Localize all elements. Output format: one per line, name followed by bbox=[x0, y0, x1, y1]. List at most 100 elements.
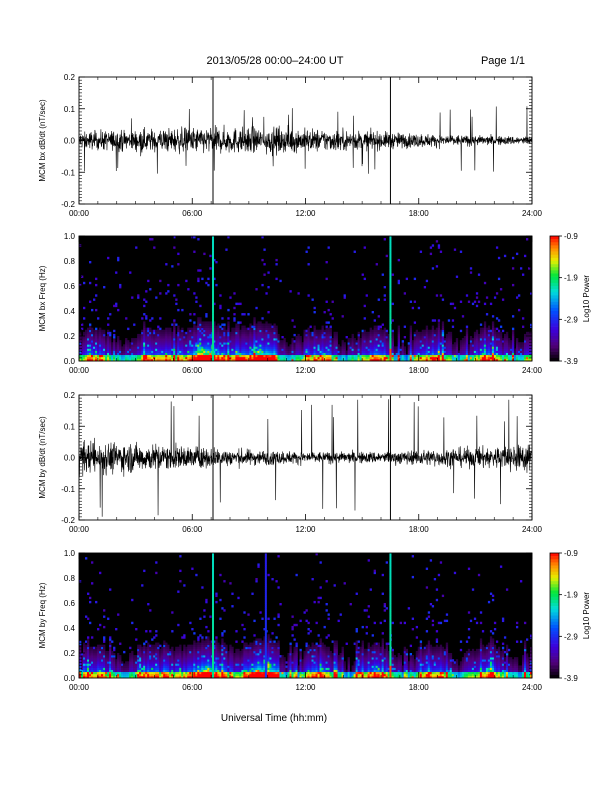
event-stripe bbox=[212, 306, 215, 310]
spectrogram-cell bbox=[301, 344, 304, 347]
spectrogram-cell bbox=[293, 342, 296, 345]
spectrogram-cell bbox=[187, 327, 190, 331]
event-stripe bbox=[389, 246, 392, 249]
spectrogram-cell bbox=[255, 342, 258, 345]
spectrogram-cell bbox=[311, 331, 314, 335]
spectrogram-cell bbox=[103, 673, 106, 677]
spectrogram-cell bbox=[207, 338, 210, 341]
spectrogram-cell bbox=[451, 302, 455, 306]
spectrogram-cell bbox=[431, 325, 435, 328]
event-stripe bbox=[212, 283, 215, 287]
spectrogram-cell bbox=[519, 267, 523, 270]
spectrogram-cell bbox=[157, 350, 160, 353]
event-stripe bbox=[389, 346, 392, 349]
spectrogram-cell bbox=[87, 638, 90, 641]
spectrogram-cell bbox=[257, 321, 260, 324]
spectrogram-cell bbox=[115, 675, 118, 679]
spectrogram-cell bbox=[325, 321, 328, 324]
spectrogram-cell bbox=[107, 323, 110, 326]
spectrogram-cell bbox=[149, 646, 152, 650]
spectrogram-cell bbox=[311, 350, 314, 353]
spectrogram-cell bbox=[459, 348, 463, 351]
spectrogram-cell bbox=[245, 356, 248, 360]
spectrogram-cell bbox=[329, 336, 332, 339]
spectrogram-cell bbox=[483, 354, 487, 358]
event-stripe bbox=[212, 292, 215, 295]
spectrogram-cell bbox=[167, 346, 170, 349]
spectrogram-cell bbox=[183, 650, 186, 654]
spectrogram-cell bbox=[297, 356, 300, 360]
spectrogram-cell bbox=[407, 342, 411, 345]
spectrogram-cell bbox=[219, 327, 222, 331]
spectrogram-cell bbox=[193, 342, 196, 345]
spectrogram-cell bbox=[379, 354, 382, 358]
spectrogram-cell bbox=[221, 350, 224, 353]
spectrogram-cell bbox=[381, 338, 384, 341]
spectrogram-cell bbox=[381, 336, 384, 339]
spectrogram-cell bbox=[79, 358, 82, 362]
spectrogram-cell bbox=[503, 338, 507, 341]
spectrogram-cell bbox=[443, 356, 447, 360]
spectrogram-cell bbox=[145, 671, 148, 675]
spectrogram-cell bbox=[233, 344, 236, 347]
spectrogram-cell bbox=[139, 344, 142, 347]
spectrogram-cell bbox=[213, 336, 216, 339]
spectrogram-cell bbox=[321, 348, 324, 351]
spectrogram-cell bbox=[257, 348, 260, 351]
spectrogram-cell bbox=[387, 358, 390, 362]
spectrogram-cell bbox=[103, 669, 106, 673]
spectrogram-cell bbox=[255, 288, 258, 291]
spectrogram-cell bbox=[129, 669, 132, 673]
spectrogram-cell bbox=[321, 336, 324, 339]
spectrogram-cell bbox=[147, 352, 150, 356]
spectrogram-cell bbox=[277, 338, 280, 341]
spectrogram-cell bbox=[87, 350, 90, 353]
spectrogram-cell bbox=[433, 346, 437, 349]
spectrogram-cell bbox=[479, 356, 483, 360]
spectrogram-cell bbox=[103, 338, 106, 341]
spectrogram-cell bbox=[475, 331, 479, 335]
spectrogram-cell bbox=[111, 673, 114, 677]
spectrogram-cell bbox=[323, 350, 326, 353]
spectrogram-cell bbox=[369, 358, 372, 362]
spectrogram-cell bbox=[261, 325, 264, 328]
spectrogram-cell bbox=[499, 338, 503, 341]
spectrogram-cells bbox=[79, 553, 533, 679]
spectrogram-cell bbox=[87, 342, 90, 345]
spectrogram-cell bbox=[171, 352, 174, 356]
spectrogram-cell bbox=[179, 342, 182, 345]
spectrogram-cell bbox=[85, 615, 88, 618]
spectrogram-cell bbox=[487, 340, 491, 343]
spectrogram-cell bbox=[87, 657, 90, 660]
spectrogram-cell bbox=[187, 340, 190, 343]
spectrogram-cell bbox=[239, 331, 242, 335]
spectrogram-cell bbox=[97, 340, 100, 343]
spectrogram-cell bbox=[139, 671, 142, 675]
spectrogram-cell bbox=[473, 356, 477, 360]
spectrogram-cell bbox=[165, 665, 168, 668]
y-axis-label: MCM bx Freq (Hz) bbox=[38, 265, 47, 331]
spectrogram-cell bbox=[105, 336, 108, 339]
spectrogram-cell bbox=[215, 340, 218, 343]
event-stripe bbox=[389, 275, 392, 278]
spectrogram-cell bbox=[143, 346, 146, 349]
spectrogram-cell bbox=[327, 344, 330, 347]
spectrogram-cell bbox=[121, 346, 124, 349]
spectrogram-cell bbox=[201, 348, 204, 351]
spectrogram-cell bbox=[397, 352, 400, 356]
spectrogram-cell bbox=[519, 342, 523, 345]
spectrogram-cell bbox=[187, 348, 190, 351]
spectrogram-cell bbox=[87, 358, 90, 362]
spectrogram-cell bbox=[253, 356, 256, 360]
spectrogram-cell bbox=[399, 354, 403, 358]
spectrogram-cell bbox=[375, 336, 378, 339]
spectrogram-cell bbox=[395, 350, 398, 353]
spectrogram-cell bbox=[171, 346, 174, 349]
spectrogram-cell bbox=[141, 648, 144, 652]
spectrogram-cell bbox=[153, 246, 156, 249]
spectrogram-cell bbox=[233, 350, 236, 353]
spectrogram-cell bbox=[307, 344, 310, 347]
spectrogram-cell bbox=[363, 277, 366, 281]
spectrogram-cell bbox=[171, 354, 174, 358]
spectrogram-cell bbox=[123, 358, 126, 362]
